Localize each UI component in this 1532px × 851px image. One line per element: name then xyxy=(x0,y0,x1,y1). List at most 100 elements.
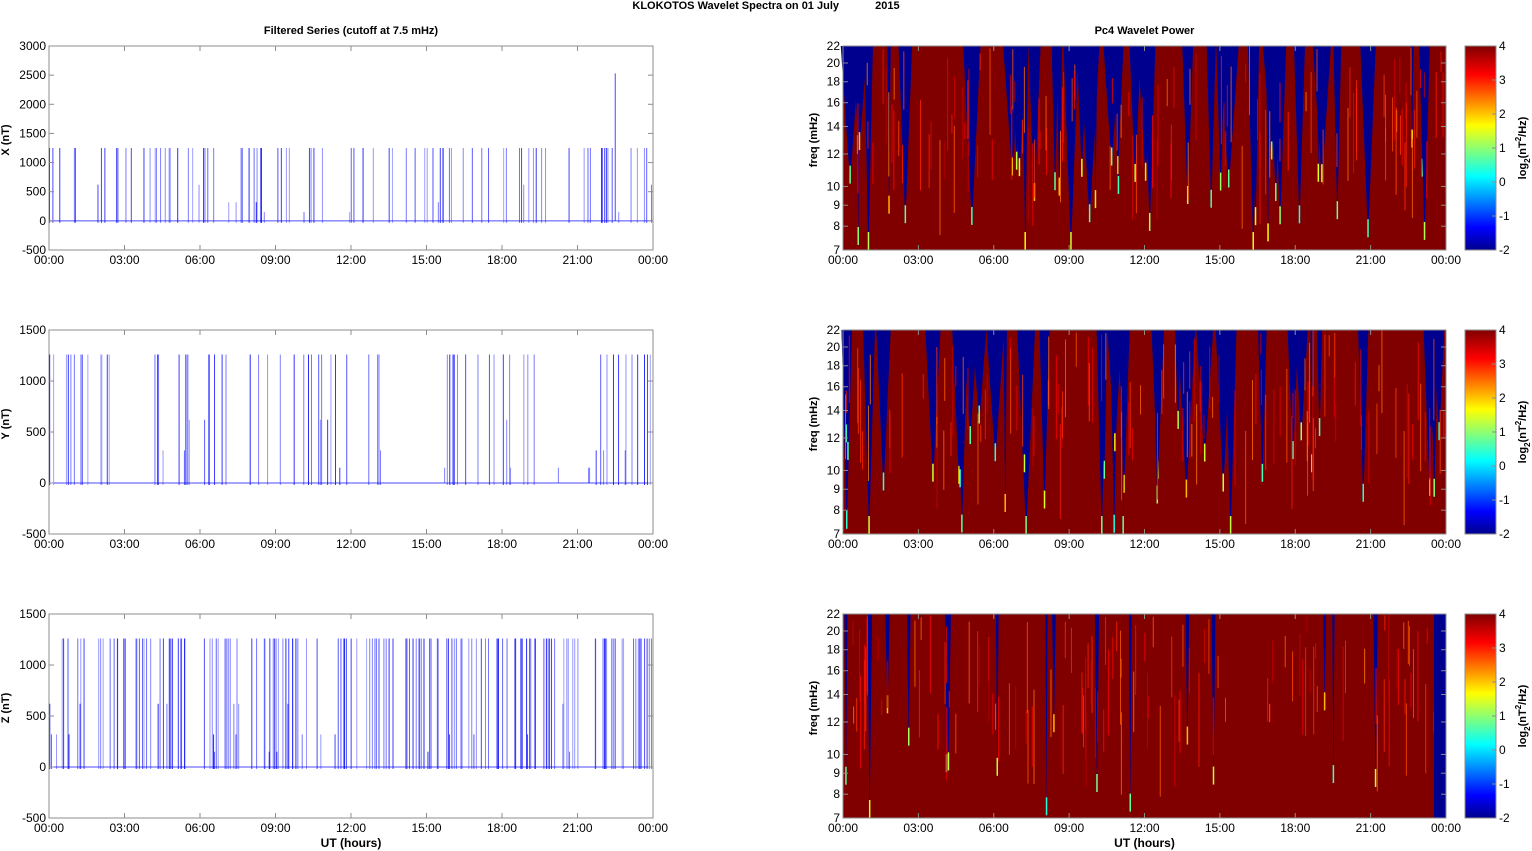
wavelet-y-low-power-wedge xyxy=(1096,330,1108,534)
wavelet-z-ytick-label: 18 xyxy=(827,643,841,657)
wavelet-z-ytick-label: 12 xyxy=(827,715,841,729)
wavelet-y-ytick-label: 9 xyxy=(833,482,840,496)
wavelet-z-low-power-wedge xyxy=(1045,614,1048,816)
right-x-axis-label: UT (hours) xyxy=(1114,836,1175,850)
wavelet-z-ytick-label: 9 xyxy=(833,766,840,780)
wavelet-y-xtick-label: 00:00 xyxy=(828,537,858,551)
colorbar-label-hz: /Hz) xyxy=(1517,116,1529,137)
filtered-z-ytick-label: 1000 xyxy=(19,658,46,672)
wavelet-y-ytick-label: 20 xyxy=(827,340,841,354)
wavelet-z-colorbar-gradient xyxy=(1464,613,1497,819)
wavelet-x-xtick-label: 03:00 xyxy=(903,253,933,267)
filtered-x-xtick-label: 03:00 xyxy=(109,253,139,267)
wavelet-z-low-power-wedge xyxy=(945,614,951,771)
wavelet-x-colorbar-tick-label: 4 xyxy=(1499,39,1506,53)
wavelet-x-colorbar-tick-label: -2 xyxy=(1499,243,1510,257)
filtered-x-ytick-label: 1000 xyxy=(19,156,46,170)
wavelet-z-colorbar-label: log2(nT2/Hz) xyxy=(1514,684,1532,747)
wavelet-x-colorbar-tick-label: 1 xyxy=(1499,141,1506,155)
wavelet-y-ytick-label: 8 xyxy=(833,503,840,517)
wavelet-x-low-power-wedge xyxy=(1360,46,1376,238)
wavelet-z-colorbar-tick-label: -1 xyxy=(1499,777,1510,791)
wavelet-x-ytick-label: 8 xyxy=(833,219,840,233)
filtered-y-xtick-label: 06:00 xyxy=(185,537,215,551)
filtered-z-ytick-label: 1500 xyxy=(19,607,46,621)
filtered-x-ytick-label: 500 xyxy=(26,185,46,199)
right-column-title: Pc4 Wavelet Power xyxy=(1094,25,1195,37)
filtered-z-series xyxy=(49,638,653,769)
wavelet-y-xtick-label: 18:00 xyxy=(1280,537,1310,551)
filtered-z-plot: -500 0 500 1000 1500 Z (nT) xyxy=(0,607,654,825)
wavelet-y-plot: 7 8 9 10 12 14 16 18 20 22 freq (mHz) xyxy=(808,323,1447,541)
wavelet-x-low-power-wedge xyxy=(1093,46,1098,209)
filtered-y-ytick-label: 500 xyxy=(26,425,46,439)
wavelet-z-xtick-label: 06:00 xyxy=(979,821,1009,835)
wavelet-x-xtick-label: 00:00 xyxy=(1431,253,1461,267)
wavelet-y-y-axis-label: freq (mHz) xyxy=(808,396,820,451)
wavelet-y-low-power-wedge xyxy=(1107,330,1122,452)
filtered-z-xtick-label: 00:00 xyxy=(638,821,668,835)
wavelet-z-low-power-wedge xyxy=(906,614,911,746)
wavelet-z-xtick-label: 15:00 xyxy=(1205,821,1235,835)
wavelet-y-low-power-wedge xyxy=(955,330,965,488)
wavelet-z-low-power-wedge xyxy=(1323,614,1326,711)
filtered-y-xtick-label: 21:00 xyxy=(562,537,592,551)
filtered-x-xtick-label: 00:00 xyxy=(34,253,64,267)
wavelet-x-xtick-label: 18:00 xyxy=(1280,253,1310,267)
filtered-x-ytick-label: 1500 xyxy=(19,126,46,140)
wavelet-z-end-block xyxy=(1434,614,1446,818)
filtered-y-y-axis-label: Y (nT) xyxy=(0,408,12,439)
wavelet-z-low-power-wedge xyxy=(867,614,873,818)
wavelet-y-xtick-label: 09:00 xyxy=(1054,537,1084,551)
wavelet-y-low-power-wedge xyxy=(1258,330,1267,482)
filtered-x-xtick-label: 12:00 xyxy=(336,253,366,267)
filtered-y-series xyxy=(49,354,653,485)
wavelet-y-low-power-wedge xyxy=(1121,330,1125,534)
wavelet-x-ytick-label: 7 xyxy=(833,243,840,257)
wavelet-x-ytick-label: 10 xyxy=(827,179,841,193)
wavelet-x-ytick-label: 12 xyxy=(827,147,841,161)
filtered-x-ytick-label: -500 xyxy=(22,243,46,257)
wavelet-y-low-power-wedge xyxy=(863,330,875,534)
colorbar-label-sup: 2 xyxy=(1514,136,1523,141)
colorbar-label-hz: /Hz) xyxy=(1517,400,1529,421)
wavelet-y-ytick-label: 14 xyxy=(827,404,841,418)
filtered-z-xtick-label: 18:00 xyxy=(487,821,517,835)
wavelet-x-low-power-wedge xyxy=(864,46,873,250)
wavelet-y-ytick-label: 16 xyxy=(827,380,841,394)
filtered-x-ytick-label: 0 xyxy=(39,214,46,228)
filtered-z-ytick-label: 0 xyxy=(39,760,46,774)
wavelet-x-low-power-wedge xyxy=(1012,46,1021,170)
wavelet-x-xtick-label: 21:00 xyxy=(1356,253,1386,267)
filtered-y-ytick-label: 1500 xyxy=(19,323,46,337)
filtered-x-xtick-label: 09:00 xyxy=(260,253,290,267)
wavelet-y-low-power-wedge xyxy=(876,330,891,491)
wavelet-z-colorbar-tick-label: 3 xyxy=(1499,641,1506,655)
figure-title: KLOKOTOS Wavelet Spectra on 01 July 2015 xyxy=(0,0,1532,12)
wavelet-z-low-power-wedge xyxy=(1128,614,1132,812)
figure-title-station: KLOKOTOS Wavelet Spectra on 01 July xyxy=(632,0,839,12)
wavelet-x-ytick-label: 20 xyxy=(827,56,841,70)
filtered-x-xtick-label: 18:00 xyxy=(487,253,517,267)
filtered-y-plot: -500 0 500 1000 1500 Y (nT) xyxy=(0,323,654,541)
wavelet-z-heatmap xyxy=(844,614,1446,818)
wavelet-z-ytick-label: 8 xyxy=(833,787,840,801)
wavelet-y-xtick-label: 15:00 xyxy=(1205,537,1235,551)
wavelet-x-low-power-wedge xyxy=(898,46,913,224)
wavelet-z-xtick-label: 21:00 xyxy=(1356,821,1386,835)
wavelet-z-colorbar-tick-label: 2 xyxy=(1499,675,1506,689)
wavelet-z-plot: 7 8 9 10 12 14 16 18 20 22 freq (mHz) xyxy=(808,607,1447,825)
filtered-z-xtick-label: 12:00 xyxy=(336,821,366,835)
wavelet-y-low-power-wedge xyxy=(972,330,987,424)
colorbar-label-sub: 2 xyxy=(1523,442,1532,447)
wavelet-y-xtick-label: 03:00 xyxy=(903,537,933,551)
wavelet-y-colorbar-tick-label: 4 xyxy=(1499,323,1506,337)
wavelet-z-ytick-label: 10 xyxy=(827,747,841,761)
filtered-y-axes-frame xyxy=(48,329,654,535)
wavelet-x-low-power-wedge xyxy=(1206,46,1216,208)
wavelet-x-plot: 7 8 9 10 12 14 16 18 20 22 freq (mHz) xyxy=(808,39,1447,257)
wavelet-y-xtick-label: 06:00 xyxy=(979,537,1009,551)
wavelet-y-low-power-wedge xyxy=(1196,330,1214,462)
wavelet-x-low-power-wedge xyxy=(1216,46,1225,191)
